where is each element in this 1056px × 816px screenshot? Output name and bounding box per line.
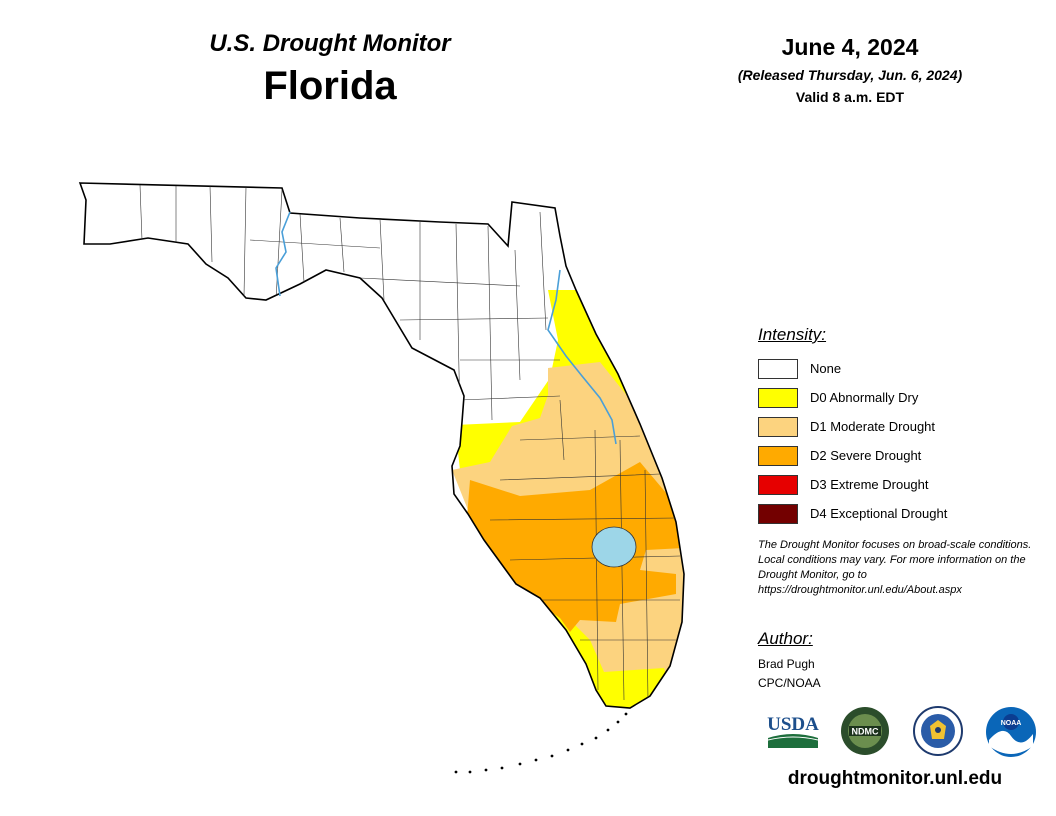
river-apalachicola	[275, 211, 291, 297]
river-st-johns	[547, 269, 617, 445]
legend-item-d0: D0 Abnormally Dry	[758, 383, 947, 412]
legend-item-d1: D1 Moderate Drought	[758, 412, 947, 441]
county-boundaries	[139, 184, 681, 701]
legend-label: D2 Severe Drought	[810, 448, 922, 463]
legend-swatch-none	[758, 358, 798, 379]
state-title: Florida	[263, 64, 397, 108]
legend-label: None	[810, 361, 842, 376]
legend-item-none: None	[758, 354, 947, 383]
legend-swatch-d0	[758, 387, 798, 408]
usda-logo-text: USDA	[767, 714, 819, 735]
legend-item-d2: D2 Severe Drought	[758, 441, 947, 470]
legend: None D0 Abnormally Dry D1 Moderate Droug…	[758, 354, 947, 528]
series-title: U.S. Drought Monitor	[209, 30, 451, 57]
ndmc-logo-text: NDMC	[852, 727, 879, 737]
map-date: June 4, 2024	[781, 34, 919, 60]
legend-label: D0 Abnormally Dry	[810, 390, 919, 405]
legend-label: D4 Exceptional Drought	[810, 506, 948, 521]
legend-item-d4: D4 Exceptional Drought	[758, 499, 947, 528]
florida-drought-map	[78, 182, 685, 774]
noaa-logo-text: NOAA	[1001, 720, 1022, 727]
legend-swatch-d1	[758, 416, 798, 437]
legend-swatch-d3	[758, 474, 798, 495]
lake-okeechobee	[591, 526, 637, 568]
florida-keys	[454, 712, 628, 774]
author-heading: Author:	[758, 629, 813, 648]
legend-swatch-d2	[758, 445, 798, 466]
noaa-logo: NOAA	[986, 707, 1036, 757]
usda-logo: USDA	[767, 714, 819, 748]
legend-label: D3 Extreme Drought	[810, 477, 929, 492]
drought-monitor-note: The Drought Monitor focuses on broad-sca…	[758, 539, 1032, 596]
legend-swatch-d4	[758, 503, 798, 524]
ndmc-logo: NDMC	[841, 707, 889, 755]
florida-outline	[78, 182, 685, 709]
valid-time: Valid 8 a.m. EDT	[795, 89, 905, 105]
release-date: (Released Thursday, Jun. 6, 2024)	[737, 67, 963, 83]
legend-label: D1 Moderate Drought	[810, 419, 936, 434]
author-name: Brad Pugh	[758, 657, 815, 671]
commerce-seal-logo	[913, 706, 963, 756]
website-url[interactable]: droughtmonitor.unl.edu	[787, 768, 1003, 789]
author-org: CPC/NOAA	[758, 676, 821, 690]
legend-item-d3: D3 Extreme Drought	[758, 470, 947, 499]
legend-title: Intensity:	[758, 325, 827, 344]
